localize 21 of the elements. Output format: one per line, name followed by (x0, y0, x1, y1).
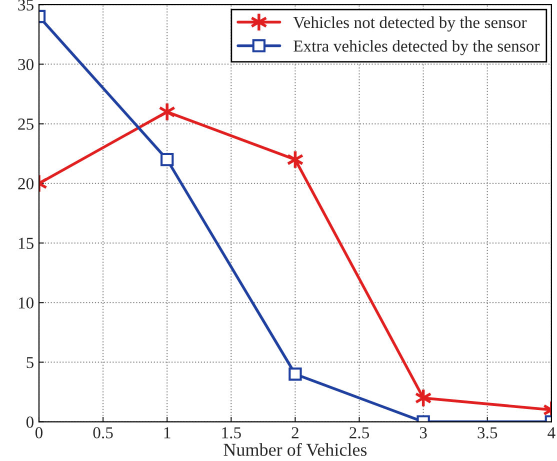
x-tick-label: 3.5 (478, 427, 498, 438)
y-tick-label: 15 (18, 238, 34, 249)
x-tick-label: 0.5 (93, 427, 113, 438)
x-tick-label: 3 (420, 427, 427, 438)
point (160, 152, 174, 166)
y-tick-label: 10 (18, 297, 34, 309)
y-tick-label: 30 (18, 58, 34, 70)
x-tick-label: 2.5 (350, 427, 370, 438)
x-tick-label: 1 (164, 427, 170, 438)
y-tick-label: 20 (18, 178, 34, 190)
x-axis-title: Number of Vehicles (224, 442, 367, 456)
x-tick-label: 2 (292, 427, 298, 438)
x-tick-label: 0 (35, 427, 43, 438)
legend-label: Vehicles not detected by the sensor (293, 16, 527, 32)
y-tick-label: 0 (26, 416, 34, 428)
y-tick-label: 25 (18, 118, 34, 130)
x-tick-label: 1.5 (222, 427, 241, 438)
legend-label: Extra vehicles detected by the sensor (294, 40, 540, 56)
point (288, 368, 302, 381)
y-tick-label: 5 (26, 357, 34, 368)
x-tick-label: 4 (548, 427, 556, 438)
